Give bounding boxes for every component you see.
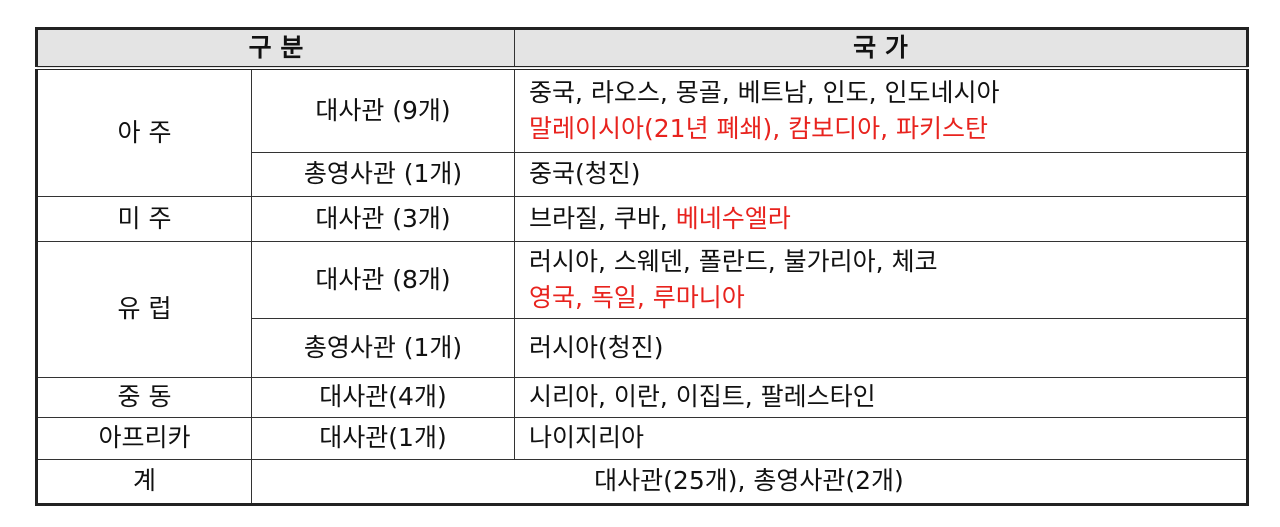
table-row: 아프리카 대사관(1개) 나이지리아 [36, 416, 1248, 460]
region-cell: 유 럽 [36, 240, 252, 378]
countries-text: 러시아(청진) [529, 332, 664, 362]
countries-text: 중국(청진) [529, 159, 641, 188]
embassy-table: 구 분 국 가 아 주 대사관 (9개) 중국, 라오스, 몽골, 베트남, 인도,… [35, 27, 1249, 506]
header-category: 구 분 [36, 28, 515, 70]
total-row: 계 대사관(25개), 총영사관(2개) [36, 458, 1248, 505]
country-line: 브라질, 쿠바, 베네수엘라 [529, 201, 1246, 237]
countries-cell: 나이지리아 [514, 416, 1248, 460]
region-cell: 아 주 [36, 67, 252, 197]
table-row: 총영사관 (1개) 중국(청진) [37, 151, 1248, 197]
countries-text: 러시아, 스웨덴, 폴란드, 불가리아, 체코 [529, 246, 938, 276]
total-label: 계 [36, 458, 252, 505]
total-value: 대사관(25개), 총영사관(2개) [251, 458, 1248, 505]
country-line: 중국(청진) [529, 156, 1246, 192]
country-line: 시리아, 이란, 이집트, 팔레스타인 [529, 379, 1246, 415]
country-line: 말레이시아(21년 폐쇄), 캄보디아, 파키스탄 [529, 111, 1246, 147]
mission-type-cell: 총영사관 (1개) [251, 151, 515, 197]
header-countries: 국 가 [514, 28, 1248, 70]
highlighted-countries: 말레이시아(21년 폐쇄), 캄보디아, 파키스탄 [529, 113, 989, 143]
highlighted-countries: 베네수엘라 [675, 203, 791, 233]
region-cell: 미 주 [36, 195, 252, 242]
country-line: 중국, 라오스, 몽골, 베트남, 인도, 인도네시아 [529, 75, 1246, 111]
countries-cell: 러시아(청진) [514, 317, 1248, 378]
country-line: 러시아(청진) [529, 330, 1246, 366]
region-cell: 아프리카 [36, 416, 252, 460]
country-line: 영국, 독일, 루마니아 [529, 280, 1246, 316]
country-line: 러시아, 스웨덴, 폴란드, 불가리아, 체코 [529, 244, 1246, 280]
table-row: 유 럽 대사관 (8개) 러시아, 스웨덴, 폴란드, 불가리아, 체코 영국, 독일… [36, 240, 1248, 378]
country-line: 나이지리아 [529, 420, 1246, 456]
countries-text: 브라질, 쿠바, [529, 203, 676, 233]
region-cell: 중 동 [36, 376, 252, 418]
mission-type-cell: 대사관(1개) [251, 416, 515, 460]
countries-text: 중국, 라오스, 몽골, 베트남, 인도, 인도네시아 [529, 77, 1000, 107]
countries-cell: 시리아, 이란, 이집트, 팔레스타인 [514, 376, 1248, 418]
mission-type-cell: 대사관(4개) [251, 376, 515, 418]
countries-text: 나이지리아 [529, 423, 645, 452]
header-row: 구 분 국 가 [36, 28, 1248, 70]
mission-type-cell: 대사관 (9개) [251, 67, 515, 153]
table-row: 미 주 대사관 (3개) 브라질, 쿠바, 베네수엘라 [36, 195, 1248, 242]
mission-type-cell: 대사관 (3개) [251, 195, 515, 242]
countries-cell: 중국(청진) [514, 151, 1248, 197]
countries-cell: 브라질, 쿠바, 베네수엘라 [514, 195, 1248, 242]
table-row: 아 주 대사관 (9개) 중국, 라오스, 몽골, 베트남, 인도, 인도네시아 말레… [36, 67, 1248, 197]
countries-text: 시리아, 이란, 이집트, 팔레스타인 [529, 382, 876, 411]
table-row: 중 동 대사관(4개) 시리아, 이란, 이집트, 팔레스타인 [36, 376, 1248, 418]
mission-type-cell: 총영사관 (1개) [251, 317, 515, 378]
mission-type-cell: 대사관 (8개) [251, 240, 515, 319]
highlighted-countries: 영국, 독일, 루마니아 [529, 282, 745, 312]
